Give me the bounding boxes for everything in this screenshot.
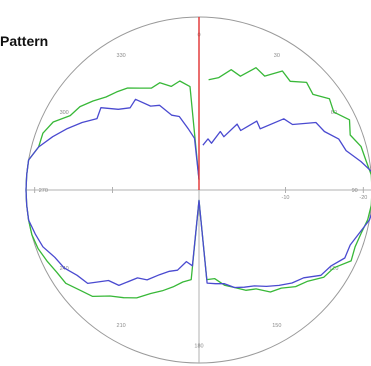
angle-tick-label: 330 xyxy=(117,53,126,59)
series-lines xyxy=(25,67,371,299)
angle-tick-label: 240 xyxy=(60,266,69,272)
radial-tick-labels: -10 -20 xyxy=(282,195,368,201)
angle-tick-label: 120 xyxy=(329,266,338,272)
angle-tick-label: 180 xyxy=(194,344,203,350)
chart-title: Pattern xyxy=(0,33,49,49)
angle-tick-label: 90 xyxy=(352,188,358,194)
angle-tick-labels: 0306090120150180210240270300330 xyxy=(39,32,358,349)
radial-tick-label: -20 xyxy=(359,195,367,201)
angle-tick-label: 60 xyxy=(331,110,337,116)
series-line-2 xyxy=(25,98,371,289)
radial-tick-label: -10 xyxy=(282,195,290,201)
angle-tick-label: 300 xyxy=(60,110,69,116)
angle-tick-label: 30 xyxy=(274,53,280,59)
angle-tick-label: 270 xyxy=(39,188,48,194)
angle-tick-label: 150 xyxy=(272,323,281,329)
angle-tick-label: 210 xyxy=(117,323,126,329)
